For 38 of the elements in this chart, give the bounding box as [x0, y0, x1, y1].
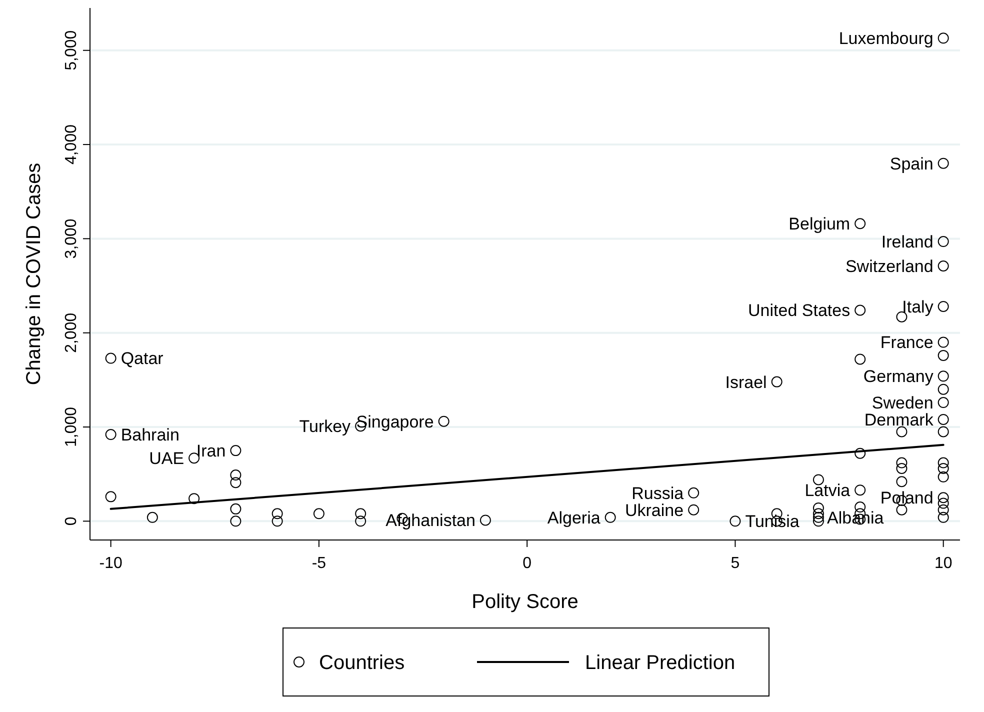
x-tick-label: 10 — [934, 555, 952, 572]
x-axis-title: Polity Score — [472, 591, 578, 613]
annotation: Italy — [902, 297, 934, 316]
annotation: Qatar — [120, 349, 164, 368]
annotation: Latvia — [804, 481, 851, 500]
y-tick-label: 3,000 — [63, 218, 80, 259]
annotation: United States — [748, 301, 850, 320]
annotation: Sweden — [872, 393, 934, 412]
y-tick-label: 2,000 — [63, 312, 80, 353]
annotation: Afghanistan — [386, 511, 476, 530]
annotation: Denmark — [864, 410, 934, 430]
annotation: Luxembourg — [838, 29, 934, 48]
annotation: Turkey — [299, 417, 352, 436]
annotation: France — [880, 333, 934, 352]
annotation: Ireland — [881, 232, 934, 252]
x-tick-label: -5 — [312, 555, 326, 572]
annotation: Bahrain — [120, 425, 180, 444]
y-tick-label: 5,000 — [63, 30, 80, 70]
annotation: Spain — [890, 154, 934, 174]
annotation: Belgium — [788, 214, 850, 234]
annotation: UAE — [149, 449, 184, 468]
y-tick-label: 0 — [63, 516, 80, 526]
annotation: Ukraine — [624, 500, 684, 520]
y-tick-label: 4,000 — [63, 124, 80, 165]
annotation: Switzerland — [845, 256, 934, 276]
annotation: Israel — [725, 372, 767, 392]
x-tick-label: 0 — [522, 555, 532, 572]
annotation: Singapore — [356, 412, 434, 432]
annotation: Germany — [863, 367, 934, 386]
x-tick-label: -10 — [99, 555, 122, 572]
legend-label: Linear Prediction — [585, 652, 736, 674]
y-axis-title: Change in COVID Cases — [23, 162, 45, 386]
legend-label: Countries — [319, 652, 405, 674]
annotation: Russia — [632, 484, 684, 503]
x-tick-label: 5 — [730, 555, 740, 572]
annotation: Algeria — [547, 508, 601, 528]
annotation: Iran — [196, 442, 226, 460]
y-tick-label: 1,000 — [63, 406, 80, 448]
